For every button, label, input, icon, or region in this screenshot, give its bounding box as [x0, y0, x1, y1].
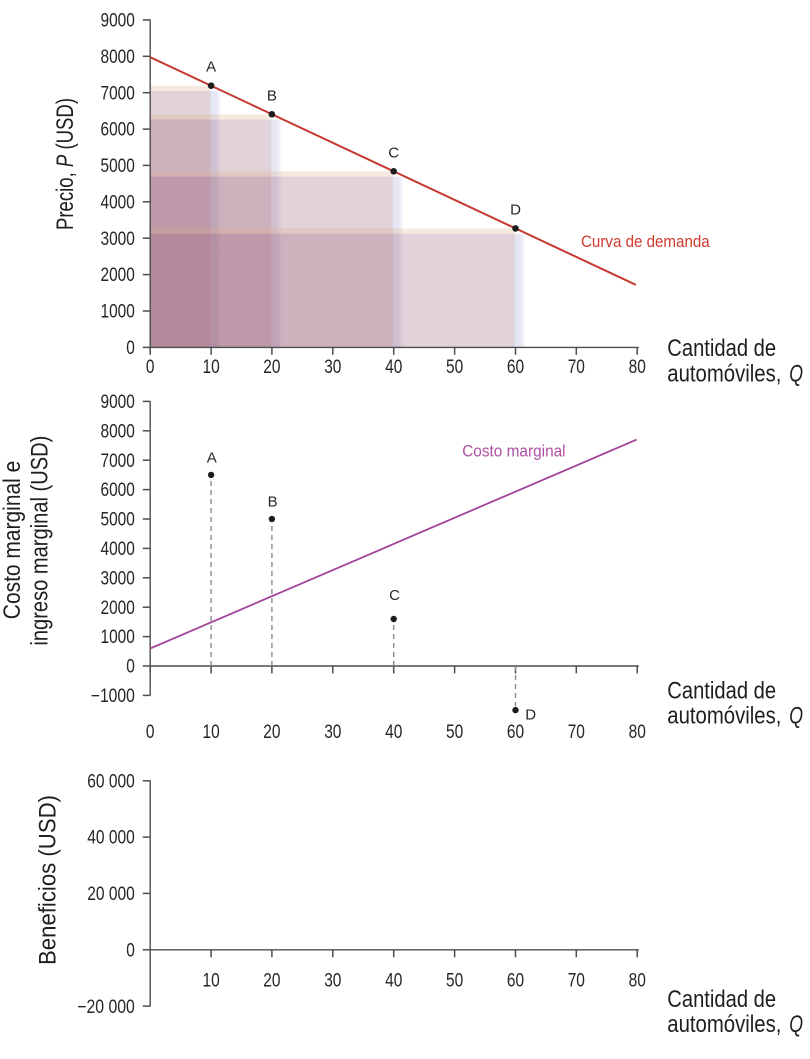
svg-text:20: 20: [263, 357, 280, 378]
svg-text:0: 0: [126, 657, 135, 678]
svg-text:40: 40: [385, 971, 402, 992]
svg-text:2000: 2000: [101, 598, 135, 619]
svg-text:0: 0: [146, 722, 155, 743]
svg-text:Q: Q: [789, 703, 803, 730]
svg-text:80: 80: [629, 722, 646, 743]
svg-text:8000: 8000: [101, 47, 135, 68]
svg-text:Beneficios (USD): Beneficios (USD): [35, 795, 62, 965]
svg-text:60: 60: [507, 357, 524, 378]
svg-text:0: 0: [146, 357, 155, 378]
svg-text:1000: 1000: [101, 302, 135, 323]
svg-text:60: 60: [507, 971, 524, 992]
svg-text:40: 40: [385, 357, 402, 378]
svg-text:20 000: 20 000: [87, 884, 135, 905]
svg-text:Curva de demanda: Curva de demanda: [581, 232, 710, 251]
svg-text:−20 000: −20 000: [77, 997, 135, 1018]
svg-text:automóviles,: automóviles,: [667, 1011, 781, 1038]
svg-text:20: 20: [263, 722, 280, 743]
svg-text:B: B: [268, 494, 278, 511]
svg-text:10: 10: [203, 357, 220, 378]
svg-text:1000: 1000: [101, 627, 135, 648]
svg-text:7000: 7000: [101, 451, 135, 472]
svg-text:Costo marginal e: Costo marginal e: [0, 461, 26, 620]
svg-text:Q: Q: [789, 1011, 803, 1038]
svg-text:Cantidad de: Cantidad de: [667, 335, 776, 362]
svg-text:automóviles,: automóviles,: [667, 703, 781, 730]
svg-text:70: 70: [568, 357, 585, 378]
svg-text:3000: 3000: [101, 229, 135, 250]
svg-text:Cantidad de: Cantidad de: [667, 677, 776, 704]
svg-text:D: D: [510, 201, 521, 218]
svg-text:20: 20: [263, 971, 280, 992]
svg-text:0: 0: [126, 940, 135, 961]
svg-text:50: 50: [446, 971, 463, 992]
svg-text:9000: 9000: [101, 11, 135, 32]
svg-text:2000: 2000: [101, 265, 135, 286]
svg-text:0: 0: [126, 338, 135, 359]
svg-text:Costo marginal: Costo marginal: [462, 442, 565, 461]
svg-text:70: 70: [568, 971, 585, 992]
svg-text:B: B: [267, 87, 277, 104]
svg-text:50: 50: [446, 357, 463, 378]
svg-text:Q: Q: [789, 360, 803, 387]
svg-text:5000: 5000: [101, 156, 135, 177]
svg-text:3000: 3000: [101, 568, 135, 589]
svg-text:10: 10: [203, 722, 220, 743]
svg-text:10: 10: [203, 971, 220, 992]
svg-text:automóviles,: automóviles,: [667, 360, 781, 387]
svg-text:60 000: 60 000: [87, 771, 135, 792]
svg-text:30: 30: [324, 722, 341, 743]
svg-text:A: A: [207, 449, 217, 466]
svg-text:50: 50: [446, 722, 463, 743]
svg-text:30: 30: [324, 971, 341, 992]
svg-text:D: D: [525, 707, 536, 724]
svg-text:Precio, P (USD): Precio, P (USD): [52, 98, 79, 230]
svg-text:5000: 5000: [101, 510, 135, 531]
svg-text:40 000: 40 000: [87, 828, 135, 849]
svg-text:C: C: [389, 587, 400, 604]
svg-text:ingreso marginal (USD): ingreso marginal (USD): [27, 436, 54, 646]
svg-text:40: 40: [385, 722, 402, 743]
svg-text:Cantidad de: Cantidad de: [667, 986, 776, 1013]
svg-text:80: 80: [629, 971, 646, 992]
svg-text:30: 30: [324, 357, 341, 378]
svg-text:−1000: −1000: [91, 686, 135, 707]
svg-text:6000: 6000: [101, 120, 135, 141]
svg-text:4000: 4000: [101, 539, 135, 560]
svg-text:6000: 6000: [101, 480, 135, 501]
svg-text:8000: 8000: [101, 421, 135, 442]
svg-text:A: A: [206, 59, 216, 76]
svg-text:70: 70: [568, 722, 585, 743]
svg-text:60: 60: [507, 722, 524, 743]
svg-text:9000: 9000: [101, 392, 135, 413]
svg-text:4000: 4000: [101, 192, 135, 213]
svg-text:80: 80: [629, 357, 646, 378]
svg-text:7000: 7000: [101, 83, 135, 104]
svg-text:C: C: [388, 144, 399, 161]
